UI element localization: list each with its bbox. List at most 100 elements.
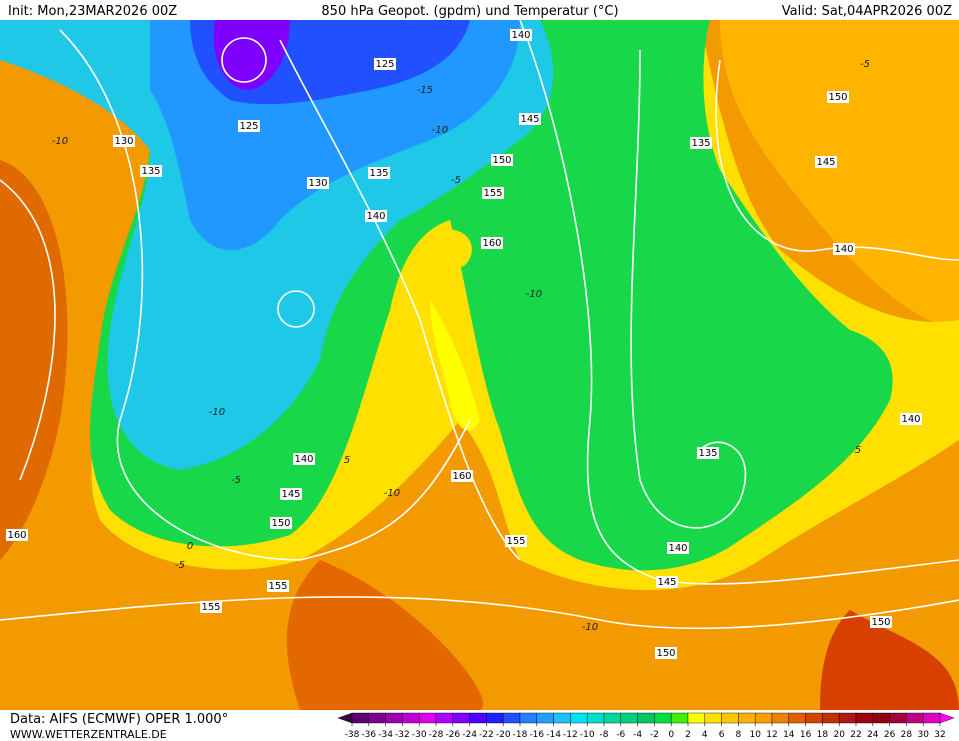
colorbar-label: 14 bbox=[783, 730, 795, 740]
colorbar-label: -4 bbox=[633, 730, 642, 740]
geopotential-label: 140 bbox=[834, 244, 853, 255]
geopotential-label: 135 bbox=[698, 448, 717, 459]
contour-label-box bbox=[267, 580, 289, 592]
geopotential-label: 125 bbox=[239, 121, 258, 132]
geopotential-label: 135 bbox=[141, 166, 160, 177]
temperature-label: -5 bbox=[451, 175, 461, 186]
colorbar-cell bbox=[536, 712, 554, 724]
contour-label-box bbox=[519, 113, 541, 125]
contour-label-box bbox=[815, 156, 837, 168]
contour-label-box bbox=[238, 120, 260, 132]
colorbar-cell bbox=[788, 712, 806, 724]
colorbar-cell bbox=[872, 712, 890, 724]
geopotential-label: 145 bbox=[281, 489, 300, 500]
contour-label-box bbox=[481, 237, 503, 249]
website: WWW.WETTERZENTRALE.DE bbox=[10, 728, 167, 741]
colorbar-label: -36 bbox=[361, 730, 376, 740]
colorbar-label: 30 bbox=[917, 730, 929, 740]
geopotential-label: 145 bbox=[657, 577, 676, 588]
geopotential-label: 155 bbox=[506, 536, 525, 547]
data-source: Data: AIFS (ECMWF) OPER 1.000° bbox=[10, 712, 228, 727]
temperature-label: -10 bbox=[209, 407, 225, 418]
colorbar-label: -6 bbox=[616, 730, 625, 740]
colorbar-cell bbox=[620, 712, 638, 724]
colorbar-cell bbox=[771, 712, 789, 724]
contour-label-box bbox=[505, 535, 527, 547]
colorbar-cell bbox=[570, 712, 588, 724]
geopotential-label: 140 bbox=[366, 211, 385, 222]
geopotential-label: 150 bbox=[656, 648, 675, 659]
colorbar-cell bbox=[435, 712, 453, 724]
geopotential-label: 160 bbox=[7, 530, 26, 541]
contour-label-box bbox=[6, 529, 28, 541]
geopotential-label: 150 bbox=[828, 92, 847, 103]
colorbar-label: -2 bbox=[650, 730, 659, 740]
temperature-label: 5 bbox=[855, 445, 861, 456]
geopotential-label: 150 bbox=[271, 518, 290, 529]
colorbar-label: -8 bbox=[600, 730, 609, 740]
geopotential-label: 135 bbox=[691, 138, 710, 149]
map-field bbox=[0, 20, 959, 710]
colorbar-cell bbox=[452, 712, 470, 724]
colorbar-label: 12 bbox=[766, 730, 777, 740]
geopotential-label: 160 bbox=[482, 238, 501, 249]
colorbar-label: -26 bbox=[445, 730, 460, 740]
contour-label-box bbox=[827, 91, 849, 103]
header-band bbox=[0, 0, 959, 20]
colorbar-label: 24 bbox=[867, 730, 879, 740]
colorbar-label: 18 bbox=[817, 730, 829, 740]
geopotential-label: 145 bbox=[520, 114, 539, 125]
temperature-label: -5 bbox=[860, 59, 870, 70]
colorbar-cell bbox=[419, 712, 437, 724]
geopotential-label: 140 bbox=[901, 414, 920, 425]
colorbar-label: -12 bbox=[563, 730, 578, 740]
contour-label-box bbox=[374, 58, 396, 70]
colorbar-label: 26 bbox=[884, 730, 896, 740]
geopotential-label: 155 bbox=[483, 188, 502, 199]
colorbar-cell bbox=[855, 712, 873, 724]
colorbar-cell bbox=[755, 712, 773, 724]
temperature-label: 0 bbox=[187, 541, 193, 552]
colorbar-cell bbox=[721, 712, 739, 724]
geopotential-label: 155 bbox=[268, 581, 287, 592]
colorbar-cell bbox=[671, 712, 689, 724]
contour-label-box bbox=[293, 453, 315, 465]
colorbar-label: -38 bbox=[345, 730, 360, 740]
valid-time: Valid: Sat,04APR2026 00Z bbox=[782, 4, 952, 19]
temperature-label: -15 bbox=[417, 85, 433, 96]
colorbar-label: 0 bbox=[668, 730, 674, 740]
contour-label-box bbox=[200, 601, 222, 613]
geopotential-label: 145 bbox=[816, 157, 835, 168]
contour-label-box bbox=[368, 167, 390, 179]
colorbar-cell bbox=[805, 712, 823, 724]
contour-label-box bbox=[833, 243, 855, 255]
colorbar-cell bbox=[939, 712, 955, 724]
isolines bbox=[0, 19, 959, 630]
colorbar-cell bbox=[704, 712, 722, 724]
colorbar-cell bbox=[822, 712, 840, 724]
contour-label-box bbox=[491, 154, 513, 166]
colorbar-label: 8 bbox=[736, 730, 742, 740]
colorbar-label: 20 bbox=[833, 730, 845, 740]
temperature-label: -10 bbox=[526, 289, 542, 300]
temperature-label: -10 bbox=[432, 125, 448, 136]
temperature-label: -10 bbox=[384, 488, 400, 499]
contour-label-box bbox=[482, 187, 504, 199]
contour-label-box bbox=[280, 488, 302, 500]
temperature-label: 5 bbox=[344, 455, 350, 466]
contour-label-box bbox=[656, 576, 678, 588]
colorbar-cell bbox=[469, 712, 487, 724]
colorbar-label: -22 bbox=[479, 730, 494, 740]
contour-label-box bbox=[451, 470, 473, 482]
colorbar-cell bbox=[687, 712, 705, 724]
colorbar-cell bbox=[889, 712, 907, 724]
geopotential-label: 130 bbox=[308, 178, 327, 189]
contour-label-box bbox=[510, 29, 532, 41]
colorbar-cell bbox=[402, 712, 420, 724]
temperature-label: -10 bbox=[582, 622, 598, 633]
init-time: Init: Mon,23MAR2026 00Z bbox=[8, 4, 177, 19]
colorbar-label: -16 bbox=[529, 730, 544, 740]
colorbar-cell bbox=[906, 712, 924, 724]
